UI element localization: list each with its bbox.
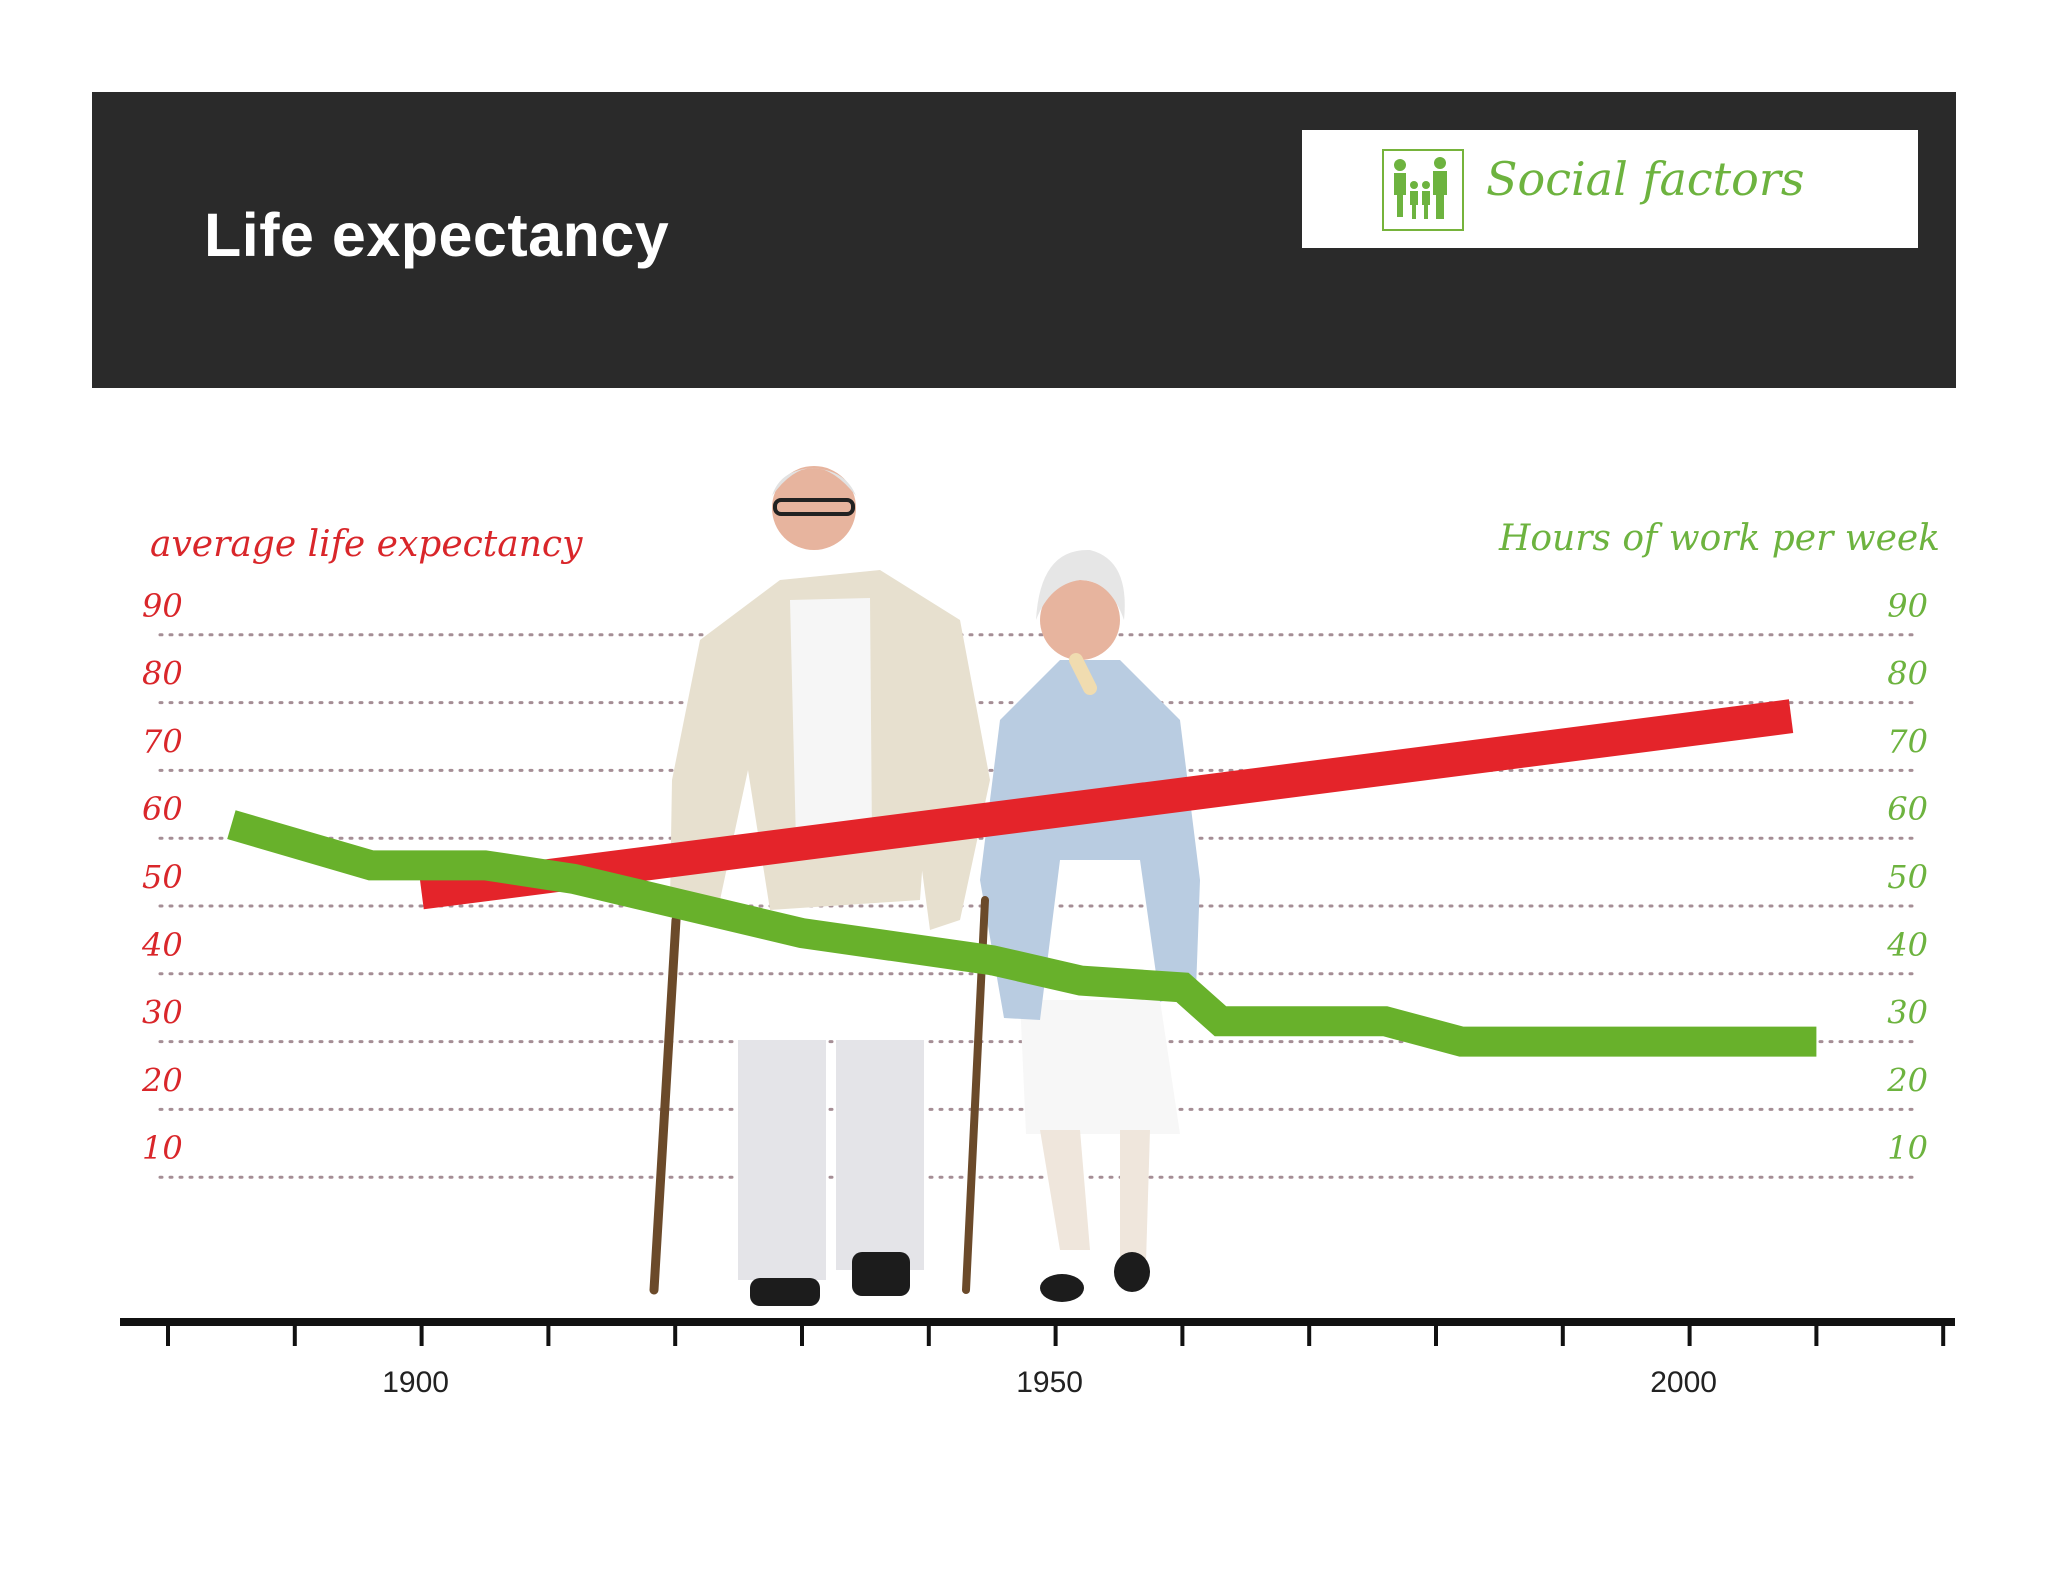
y-tick-label-right: 90 bbox=[1887, 587, 1928, 625]
page-title: Life expectancy bbox=[204, 201, 670, 269]
y-tick-label-right: 30 bbox=[1887, 994, 1928, 1032]
x-tick-label: 1950 bbox=[1016, 1366, 1083, 1399]
x-tick-label: 2000 bbox=[1650, 1366, 1717, 1399]
work-hours-line bbox=[227, 810, 1817, 1057]
elderly-woman-figure bbox=[962, 549, 1200, 1302]
y-tick-label-left: 10 bbox=[142, 1129, 183, 1167]
y-tick-label-left: 70 bbox=[142, 722, 183, 760]
y-tick-label-left: 40 bbox=[141, 926, 183, 964]
y-tick-label-right: 10 bbox=[1887, 1129, 1928, 1167]
y-tick-label-right: 50 bbox=[1887, 858, 1928, 896]
category-badge: Social factors bbox=[1302, 130, 1918, 248]
right-axis-title: Hours of work per week bbox=[1498, 518, 1940, 559]
header-bar: Life expectancy Social factors bbox=[92, 92, 1956, 388]
elderly-man-figure bbox=[649, 466, 990, 1306]
y-tick-label-left: 20 bbox=[141, 1061, 183, 1099]
y-tick-label-left: 60 bbox=[142, 790, 183, 828]
y-tick-label-right: 80 bbox=[1887, 655, 1928, 693]
y-tick-label-left: 30 bbox=[142, 994, 183, 1032]
right-axis-ticks: 10 20 30 40 50 60 70 80 90 bbox=[1886, 587, 1928, 1167]
left-axis-ticks: 10 20 30 40 50 60 70 80 90 bbox=[141, 587, 183, 1167]
badge-label: Social factors bbox=[1486, 152, 1805, 206]
y-tick-label-right: 20 bbox=[1886, 1061, 1928, 1099]
y-tick-label-right: 70 bbox=[1887, 722, 1928, 760]
life-expectancy-line bbox=[419, 699, 1794, 910]
left-axis-title: average life expectancy bbox=[150, 524, 583, 565]
grid-lines bbox=[158, 633, 1914, 1179]
x-tick-label: 1900 bbox=[382, 1366, 449, 1399]
y-tick-label-left: 80 bbox=[142, 655, 183, 693]
y-tick-label-right: 60 bbox=[1887, 790, 1928, 828]
elderly-couple-photo bbox=[649, 466, 1200, 1306]
chart-series bbox=[227, 699, 1817, 1057]
y-tick-label-left: 90 bbox=[142, 587, 183, 625]
family-silhouette-icon bbox=[1382, 149, 1464, 231]
y-tick-label-right: 40 bbox=[1886, 926, 1928, 964]
x-axis: 1900 1950 2000 bbox=[120, 1318, 1955, 1399]
y-tick-label-left: 50 bbox=[142, 858, 183, 896]
